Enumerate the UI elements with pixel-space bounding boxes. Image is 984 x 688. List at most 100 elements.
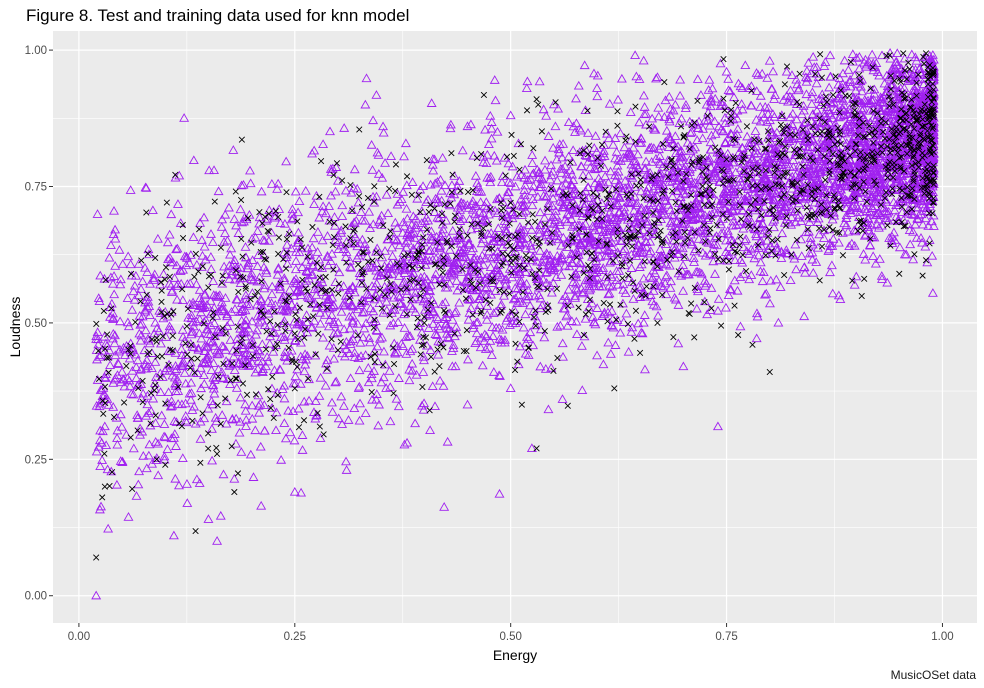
training-point — [518, 322, 529, 332]
training-point — [104, 345, 115, 355]
training-point — [786, 207, 797, 216]
training-point — [684, 209, 695, 219]
training-point — [195, 293, 206, 303]
training-point — [532, 191, 543, 201]
training-point — [891, 56, 902, 66]
training-point — [791, 114, 802, 124]
training-point — [588, 68, 599, 78]
training-point — [393, 373, 404, 382]
training-point — [407, 271, 418, 281]
training-point — [777, 228, 788, 238]
training-point — [503, 177, 514, 186]
training-point — [872, 157, 883, 167]
training-point — [238, 340, 249, 349]
training-point — [364, 293, 375, 303]
training-point — [480, 124, 491, 134]
training-point — [447, 314, 458, 324]
training-point — [645, 236, 656, 246]
training-point — [664, 131, 675, 141]
training-point — [639, 109, 650, 119]
training-point — [482, 216, 493, 226]
training-point — [440, 319, 451, 329]
training-point — [433, 349, 444, 359]
training-point — [855, 140, 866, 150]
training-point — [431, 253, 442, 263]
training-point — [811, 169, 822, 178]
training-point — [180, 378, 191, 388]
training-point — [675, 74, 686, 84]
training-point — [874, 70, 885, 80]
training-point — [570, 283, 581, 293]
training-point — [907, 69, 918, 79]
training-point — [873, 99, 884, 109]
training-point — [712, 421, 723, 431]
training-point — [737, 205, 748, 214]
training-point — [721, 66, 732, 76]
training-point — [339, 123, 350, 132]
training-point — [162, 237, 173, 247]
training-point — [105, 272, 116, 282]
training-point — [643, 248, 654, 258]
training-point — [722, 225, 733, 235]
training-point — [751, 229, 762, 238]
training-point — [873, 222, 884, 232]
training-point — [289, 486, 300, 496]
training-point — [428, 319, 439, 328]
training-point — [394, 298, 405, 307]
training-point — [491, 265, 501, 275]
training-point — [428, 274, 439, 283]
training-point — [910, 52, 921, 62]
training-point — [408, 211, 419, 221]
training-point — [542, 227, 553, 236]
training-point — [109, 330, 120, 340]
training-point — [856, 86, 867, 96]
training-point — [605, 349, 616, 358]
training-point — [668, 210, 679, 220]
training-point — [767, 109, 778, 118]
training-point — [720, 112, 730, 122]
training-point — [131, 362, 142, 371]
training-point — [371, 389, 382, 398]
training-point — [592, 70, 603, 80]
training-point — [835, 294, 846, 303]
training-point — [415, 294, 426, 304]
training-point — [546, 236, 557, 246]
training-point — [331, 376, 342, 386]
training-point — [150, 317, 161, 327]
training-point — [317, 206, 328, 216]
training-point — [864, 105, 875, 115]
training-point — [537, 260, 548, 270]
training-point — [840, 81, 851, 90]
training-point — [246, 274, 257, 284]
training-point — [912, 122, 922, 132]
training-point — [753, 250, 764, 260]
training-point — [209, 341, 220, 350]
training-point — [447, 225, 458, 235]
training-point — [561, 242, 572, 252]
training-point — [496, 177, 507, 187]
training-point — [215, 510, 226, 520]
training-point — [661, 234, 672, 244]
training-point — [336, 391, 347, 401]
training-point — [703, 213, 714, 222]
training-point — [454, 297, 465, 307]
training-point — [920, 213, 931, 223]
training-point — [546, 160, 556, 170]
training-point — [204, 165, 215, 175]
training-point — [216, 327, 227, 337]
training-point — [97, 391, 108, 400]
training-point — [592, 350, 603, 360]
training-point — [262, 213, 273, 223]
training-point — [863, 222, 874, 231]
training-point — [246, 343, 257, 353]
training-point — [254, 317, 265, 327]
training-point — [776, 110, 787, 120]
training-point — [131, 373, 142, 382]
training-point — [95, 435, 105, 445]
training-point — [859, 204, 870, 214]
training-point — [744, 248, 755, 258]
training-point — [534, 172, 545, 182]
training-point — [133, 412, 144, 422]
training-point — [452, 181, 463, 191]
training-point — [496, 299, 507, 309]
